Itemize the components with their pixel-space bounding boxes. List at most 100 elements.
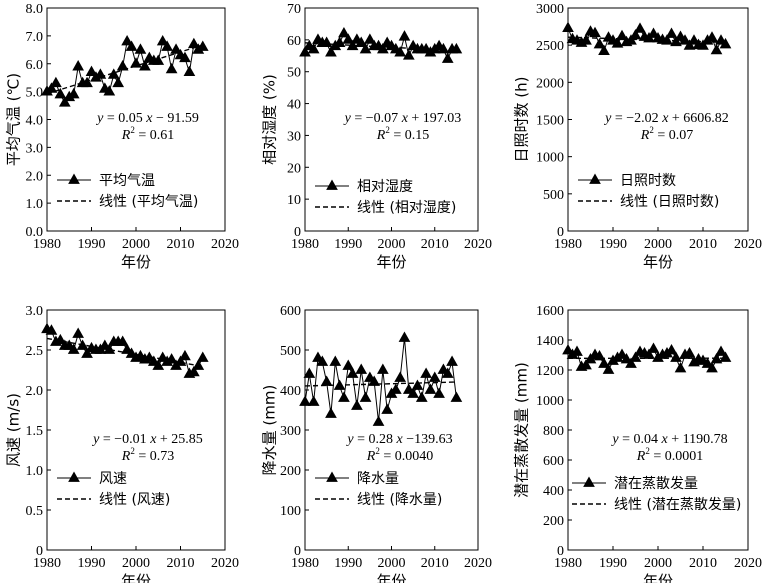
legend-series-label: 平均气温: [99, 173, 155, 189]
chart-panel-1: 0.0 1.0 2.0 3.0 4.0 5.0 6.0 7.0 8.0 1980 1990 2000 2…: [5, 2, 240, 271]
data-point: [670, 351, 682, 362]
legend-trend-label: 线性 (降水量): [357, 492, 442, 508]
data-point: [368, 375, 381, 386]
data-point: [139, 60, 151, 71]
x-tick-label: 1980: [33, 237, 61, 252]
y-tick-label: 2.0: [26, 384, 44, 399]
x-tick-label: 1990: [334, 237, 362, 252]
data-point: [320, 375, 333, 386]
chart-panel-2: 0 10 20 30 40 50 60 70 1980 1990 2000 2010 2020 年份 相对湿…: [261, 2, 493, 271]
data-point: [196, 351, 209, 362]
trend-line: [46, 337, 203, 368]
data-point: [402, 49, 415, 60]
data-point: [355, 363, 368, 374]
r-squared: R2 = 0.73: [121, 446, 174, 464]
y-tick-label: 0.5: [26, 504, 44, 519]
data-point: [58, 96, 71, 107]
data-point: [415, 391, 428, 402]
data-point: [152, 359, 165, 370]
legend-triangle-marker: [589, 173, 601, 184]
x-tick-label: 2020: [211, 556, 239, 571]
data-point: [107, 68, 120, 79]
data-point: [355, 36, 368, 47]
x-tick-label: 1980: [554, 237, 582, 252]
data-point: [307, 42, 320, 54]
data-point: [50, 76, 62, 88]
y-tick-label: 6.0: [26, 58, 44, 73]
data-point: [121, 34, 133, 46]
r-squared: R2 = 0.61: [121, 125, 174, 143]
r-squared: R2 = 0.15: [376, 125, 429, 143]
y-axis-label: 降水量 (mm): [261, 385, 279, 476]
x-axis-label: 年份: [376, 572, 406, 583]
x-tick-label: 2010: [167, 237, 195, 252]
data-point: [598, 357, 610, 368]
data-point: [170, 43, 182, 54]
data-point: [441, 52, 454, 63]
regression-equation: y = 0.04 x + 1190.78: [610, 432, 727, 447]
data-point: [634, 22, 646, 33]
eq-mid: = −2.02: [611, 111, 662, 126]
y-tick-label: 8.0: [26, 2, 44, 17]
eq-x: x: [396, 432, 404, 447]
y-tick-label: 200: [280, 464, 301, 479]
data-point: [593, 37, 606, 49]
eq-x: x: [145, 111, 153, 126]
regression-equation: y = −0.07 x + 197.03: [343, 111, 462, 126]
r-symbol: R: [376, 128, 386, 143]
data-point: [346, 39, 359, 51]
x-tick-label: 1980: [554, 556, 582, 571]
r-superscript: 2: [645, 446, 650, 456]
r-superscript: 2: [375, 446, 380, 456]
legend-triangle-marker: [326, 471, 338, 482]
data-point: [299, 395, 311, 406]
r-value: = 0.15: [390, 128, 429, 143]
data-point: [161, 40, 173, 51]
y-tick-label: 0: [557, 544, 564, 559]
data-point: [316, 355, 329, 366]
data-point: [616, 29, 628, 41]
data-point: [571, 345, 583, 356]
data-point: [407, 387, 419, 398]
data-point: [364, 33, 376, 44]
eq-x: x: [661, 432, 669, 447]
x-tick-label: 1990: [334, 556, 362, 571]
data-point: [125, 40, 138, 51]
legend-triangle-marker: [326, 179, 338, 190]
x-tick-label: 1990: [599, 237, 627, 252]
y-axis-label: 相对湿度 (%): [261, 74, 279, 165]
data-point: [719, 351, 732, 362]
regression-equation: y = −2.02 x + 6606.82: [603, 111, 729, 126]
data-point: [580, 359, 592, 370]
data-point: [179, 349, 191, 361]
eq-rest: + 1190.78: [668, 432, 728, 447]
y-tick-label: 1000: [536, 151, 564, 166]
y-axis-label: 风速 (m/s): [5, 393, 23, 467]
eq-y: y: [91, 432, 100, 447]
data-point: [683, 39, 696, 50]
y-tick-label: 10: [287, 193, 301, 208]
r-value: = 0.0001: [650, 449, 703, 464]
data-point: [661, 34, 673, 45]
data-point: [342, 33, 355, 44]
x-tick-label: 2020: [734, 237, 762, 252]
y-tick-label: 70: [287, 2, 301, 17]
y-axis-label: 平均气温 (℃): [5, 73, 23, 166]
x-tick-label: 1980: [291, 556, 319, 571]
chart-panel-6: 0 200 400 600 800 1000 1200 1400 1600 1980 1990 200…: [513, 304, 763, 583]
data-point: [625, 34, 637, 45]
y-tick-label: 50: [287, 66, 301, 81]
chart-panel-3: 0 500 1000 1500 2000 2500 3000 1980 1990 2000 2010…: [513, 2, 763, 271]
data-point: [116, 60, 129, 71]
data-point: [683, 347, 696, 358]
eq-y: y: [603, 111, 612, 126]
y-tick-label: 7.0: [26, 30, 44, 45]
data-point: [112, 76, 125, 88]
y-tick-label: 400: [280, 384, 301, 399]
eq-mid: = 0.04: [619, 432, 662, 447]
y-tick-label: 3.0: [26, 141, 44, 156]
data-point: [325, 407, 337, 418]
data-point: [183, 65, 196, 77]
data-point: [179, 51, 191, 63]
x-tick-label: 2010: [689, 237, 717, 252]
